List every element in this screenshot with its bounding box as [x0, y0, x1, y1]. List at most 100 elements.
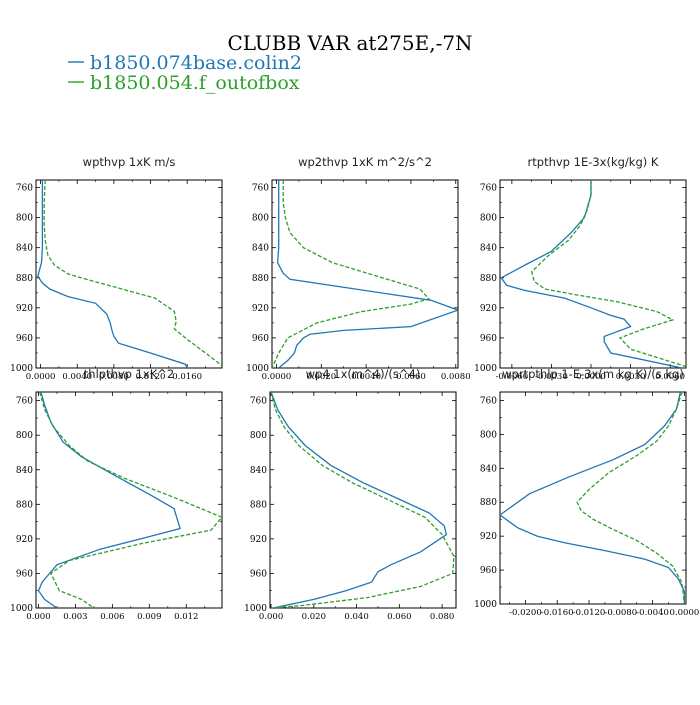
x-tick-label: 0.080	[430, 612, 454, 622]
panel-title: wp4 1x(m^4)/(s^4)	[306, 367, 421, 381]
y-tick-label: 920	[250, 535, 267, 545]
y-tick-label: 960	[16, 334, 33, 344]
y-tick-label: 800	[252, 214, 269, 224]
y-tick-label: 840	[480, 464, 497, 474]
series-line-1	[37, 392, 181, 608]
x-tick-label: 0.000	[26, 612, 50, 622]
figure-title: CLUBB VAR at275E,-7N	[227, 31, 472, 55]
series-line-2	[39, 392, 222, 608]
panels: wpthvp 1xK m/s76080084088092096010000.00…	[10, 155, 699, 622]
series-line-2	[43, 180, 222, 367]
y-tick-label: 880	[250, 500, 267, 510]
y-tick-label: 840	[16, 244, 33, 254]
x-tick-label: -0.0160	[541, 608, 574, 618]
x-tick-label: -0.0030	[535, 372, 568, 382]
y-tick-label: 760	[16, 184, 33, 194]
x-tick-label: 0.0000	[576, 372, 606, 382]
panel-4: thlpthvp 1xK^276080084088092096010000.00…	[10, 367, 223, 622]
series-line-2	[270, 392, 455, 608]
x-tick-label: -0.0120	[573, 608, 606, 618]
y-tick-label: 920	[252, 304, 269, 314]
panel-title: thlpthvp 1xK^2	[84, 367, 174, 381]
series-line-1	[37, 180, 188, 368]
x-tick-label: 0.0030	[616, 372, 646, 382]
y-tick-label: 1000	[246, 364, 269, 374]
y-tick-label: 840	[16, 466, 33, 476]
x-tick-label: 0.0000	[262, 372, 292, 382]
x-tick-label: -0.0200	[509, 608, 542, 618]
y-tick-label: 880	[252, 274, 269, 284]
y-tick-label: 760	[250, 397, 267, 407]
y-tick-label: 760	[252, 184, 269, 194]
panel-6: wprtpthlp 1-E-3x(m kg K)/(s kg) 760 800 840…	[474, 367, 699, 618]
x-tick-label: 0.020	[302, 612, 326, 622]
x-tick-label: 0.0120	[136, 372, 166, 382]
y-tick-label: 1000	[474, 600, 497, 610]
y-tick-label: 960	[480, 566, 497, 576]
legend-label-series-2: b1850.054.f_outofbox	[90, 72, 300, 94]
y-tick-label: 800	[480, 430, 497, 440]
y-tick-label: 880	[16, 500, 33, 510]
series-line-2	[530, 180, 686, 368]
y-tick-label: 960	[250, 569, 267, 579]
x-tick-label: 0.0020	[306, 372, 336, 382]
x-tick-label: 0.006	[100, 612, 124, 622]
x-tick-label: 0.003	[63, 612, 87, 622]
y-tick-label: 840	[250, 466, 267, 476]
plot-frame	[35, 391, 223, 609]
y-tick-label: 800	[480, 214, 497, 224]
x-tick-label: 0.040	[344, 612, 368, 622]
x-tick-label: 0.0000	[26, 372, 56, 382]
plot-frame	[271, 179, 459, 369]
panel-title: rtpthvp 1E-3x(kg/kg) K	[528, 155, 659, 169]
y-tick-label: 960	[480, 334, 497, 344]
y-tick-label: 920	[16, 535, 33, 545]
panel-title: wp2thvp 1xK m^2/s^2	[298, 155, 432, 169]
x-tick-label: 0.0160	[172, 372, 202, 382]
series-line-2	[576, 392, 686, 604]
panel-1: wpthvp 1xK m/s76080084088092096010000.00…	[10, 155, 223, 382]
x-tick-label: 0.0080	[99, 372, 129, 382]
x-tick-label: 0.0040	[62, 372, 92, 382]
y-tick-label: 760	[480, 184, 497, 194]
x-tick-label: 0.000	[259, 612, 283, 622]
x-tick-label: 0.0060	[396, 372, 426, 382]
y-tick-label: 1000	[474, 364, 497, 374]
y-tick-label: 880	[480, 498, 497, 508]
legend-label-series-1: b1850.074base.colin2	[90, 52, 302, 74]
y-tick-label: 800	[16, 431, 33, 441]
x-tick-label: -0.0060	[496, 372, 529, 382]
legend: b1850.074base.colin2 b1850.054.f_outofbo…	[68, 52, 302, 94]
plot-frame	[499, 391, 687, 605]
x-tick-label: 0.0080	[441, 372, 471, 382]
panel-3: rtpthvp 1E-3x(kg/kg) K 760 800 840 880 920 960…	[474, 155, 687, 382]
series-line-1	[500, 392, 686, 604]
y-tick-label: 920	[16, 304, 33, 314]
x-tick-label: 0.0060	[655, 372, 685, 382]
x-tick-label: 0.012	[174, 612, 198, 622]
y-tick-label: 800	[250, 431, 267, 441]
y-tick-label: 920	[480, 304, 497, 314]
y-tick-label: 840	[480, 244, 497, 254]
x-tick-label: -0.0040	[636, 608, 669, 618]
panel-title: wprtpthlp 1-E-3x(m kg K)/(s kg)	[502, 367, 684, 381]
plot-frame	[269, 391, 457, 609]
panel-2: wp2thvp 1xK m^2/s^2 760 800 840 880 920 960 100…	[246, 155, 471, 382]
y-tick-label: 840	[252, 244, 269, 254]
plot-frame	[35, 179, 223, 369]
y-tick-label: 960	[252, 334, 269, 344]
series-line-2	[272, 180, 431, 368]
y-tick-label: 1000	[10, 604, 33, 614]
y-tick-label: 760	[16, 397, 33, 407]
x-tick-label: 0.0040	[351, 372, 381, 382]
y-tick-label: 960	[16, 569, 33, 579]
x-tick-label: 0.0000	[670, 608, 700, 618]
x-tick-label: 0.009	[137, 612, 161, 622]
y-tick-label: 880	[480, 274, 497, 284]
y-tick-label: 1000	[244, 604, 267, 614]
x-tick-label: 0.060	[387, 612, 411, 622]
panel-title: wpthvp 1xK m/s	[83, 155, 176, 169]
y-tick-label: 880	[16, 274, 33, 284]
